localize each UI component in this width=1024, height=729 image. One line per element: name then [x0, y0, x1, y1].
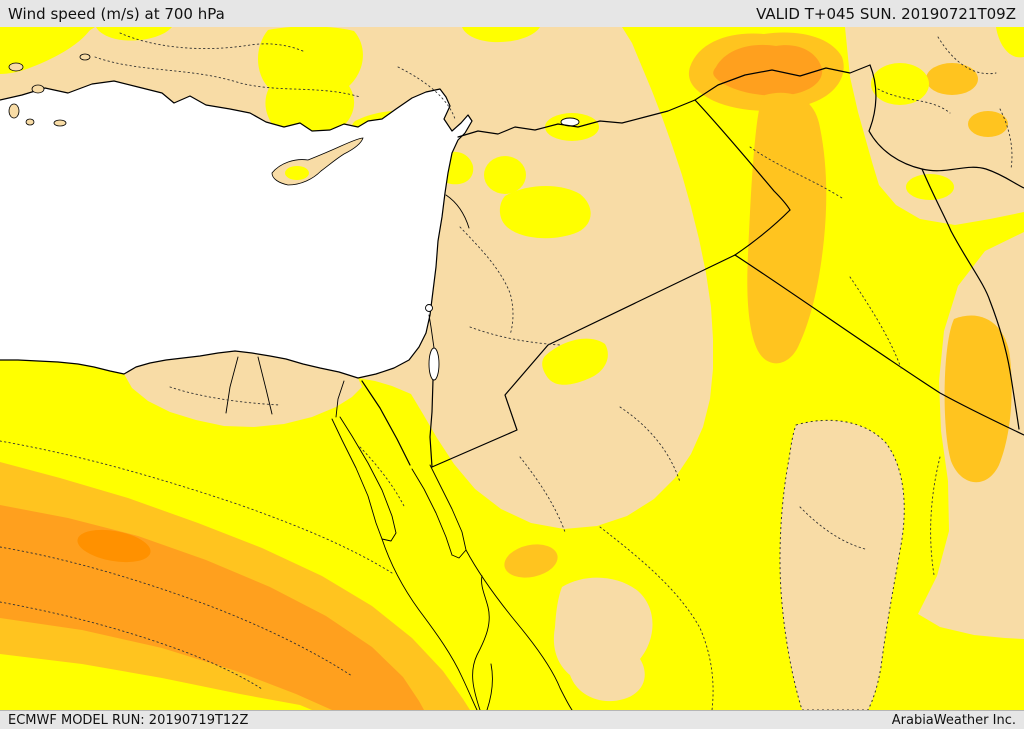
- cyprus-yellow-patch: [285, 166, 309, 180]
- border-jordan-saudi: [431, 254, 736, 468]
- yellow-patch-border: [545, 113, 599, 141]
- orange-band-iraq: [747, 92, 827, 364]
- aegean-island-1: [8, 62, 24, 72]
- tan-region-south-center: [553, 577, 653, 702]
- border-iraq-iran: [921, 168, 1020, 430]
- aegean-island-2: [31, 84, 45, 94]
- yellow-patch-syria-1: [484, 156, 526, 194]
- border-jordan-israel: [429, 379, 434, 468]
- header-bar: Wind speed (m/s) at 700 hPa VALID T+045 …: [0, 0, 1024, 27]
- weather-map: [0, 27, 1024, 710]
- model-run-label: ECMWF MODEL RUN: 20190719T12Z: [8, 712, 249, 728]
- yellow-patch-northeast-corner: [996, 27, 1024, 58]
- branding-label: ArabiaWeather Inc.: [891, 712, 1016, 728]
- border-iraq-jordan: [734, 209, 791, 256]
- suez-canal: [335, 380, 345, 418]
- yellow-patch-top-left: [0, 27, 92, 74]
- orange-spot-northeast-1: [926, 63, 978, 95]
- red-sea-west-coast: [381, 538, 478, 710]
- aegean-island-5: [79, 53, 91, 61]
- orange-blob-east: [944, 315, 1012, 483]
- yellow-patch-anatolia-1: [96, 27, 172, 41]
- yellow-patch-syria-2: [499, 185, 591, 239]
- delta-branch-1: [225, 356, 239, 414]
- gulf-of-suez-west: [331, 418, 383, 540]
- border-iraq-saudi: [734, 254, 1024, 436]
- gulf-of-aqaba-west: [411, 468, 453, 556]
- red-sea-east-coast: [465, 549, 573, 710]
- yellow-patch-anatolia-big: [258, 27, 363, 142]
- yellow-patch-northeast-1: [871, 63, 929, 105]
- border-jordan-river: [428, 314, 435, 349]
- border-turkey-syria: [457, 99, 696, 138]
- chart-title: Wind speed (m/s) at 700 hPa: [8, 4, 225, 23]
- border-syria-iraq: [694, 99, 791, 211]
- border-lebanon-syria: [445, 194, 470, 229]
- sea-of-galilee: [425, 304, 433, 312]
- islands: [8, 53, 364, 186]
- orange-spot-northeast-2: [968, 111, 1008, 137]
- orange-spot-south-center: [504, 544, 558, 578]
- tan-region-central-arabia: [779, 419, 905, 710]
- mediterranean-sea: [0, 81, 472, 378]
- border-egypt-israel: [361, 380, 411, 466]
- weather-map-canvas: [0, 27, 1024, 710]
- yellow-patch-jordan: [542, 338, 608, 385]
- admin-boundaries: [0, 32, 1013, 710]
- yellow-patches: [0, 27, 1024, 385]
- yellow-patch-anatolia-2: [462, 27, 540, 43]
- dead-sea: [428, 347, 440, 381]
- lakes: [425, 117, 580, 381]
- tan-region-nile-delta: [124, 351, 362, 427]
- tan-region-anatolia-levant: [0, 27, 713, 529]
- nile-branch: [486, 663, 493, 710]
- delta-branch-2: [257, 356, 273, 415]
- water-feature-lines: [225, 356, 573, 710]
- footer-bar: ECMWF MODEL RUN: 20190719T12Z ArabiaWeat…: [0, 710, 1024, 729]
- valid-time-label: VALID T+045 SUN. 20190721T09Z: [756, 4, 1016, 23]
- nile-river: [472, 575, 490, 710]
- country-borders: [361, 64, 1024, 468]
- mediterranean-coastline: [0, 80, 473, 379]
- aegean-island-6: [25, 118, 35, 126]
- wind-band-orange-regions: [0, 32, 1012, 710]
- aegean-island-3: [8, 103, 20, 119]
- aegean-island-4: [53, 119, 67, 127]
- gulf-of-suez-east: [339, 416, 397, 542]
- border-turkey-east: [694, 64, 871, 101]
- gulf-of-aqaba-east: [429, 464, 467, 559]
- orange-core-egypt: [77, 529, 151, 563]
- wind-band-tan-regions: [0, 27, 1024, 710]
